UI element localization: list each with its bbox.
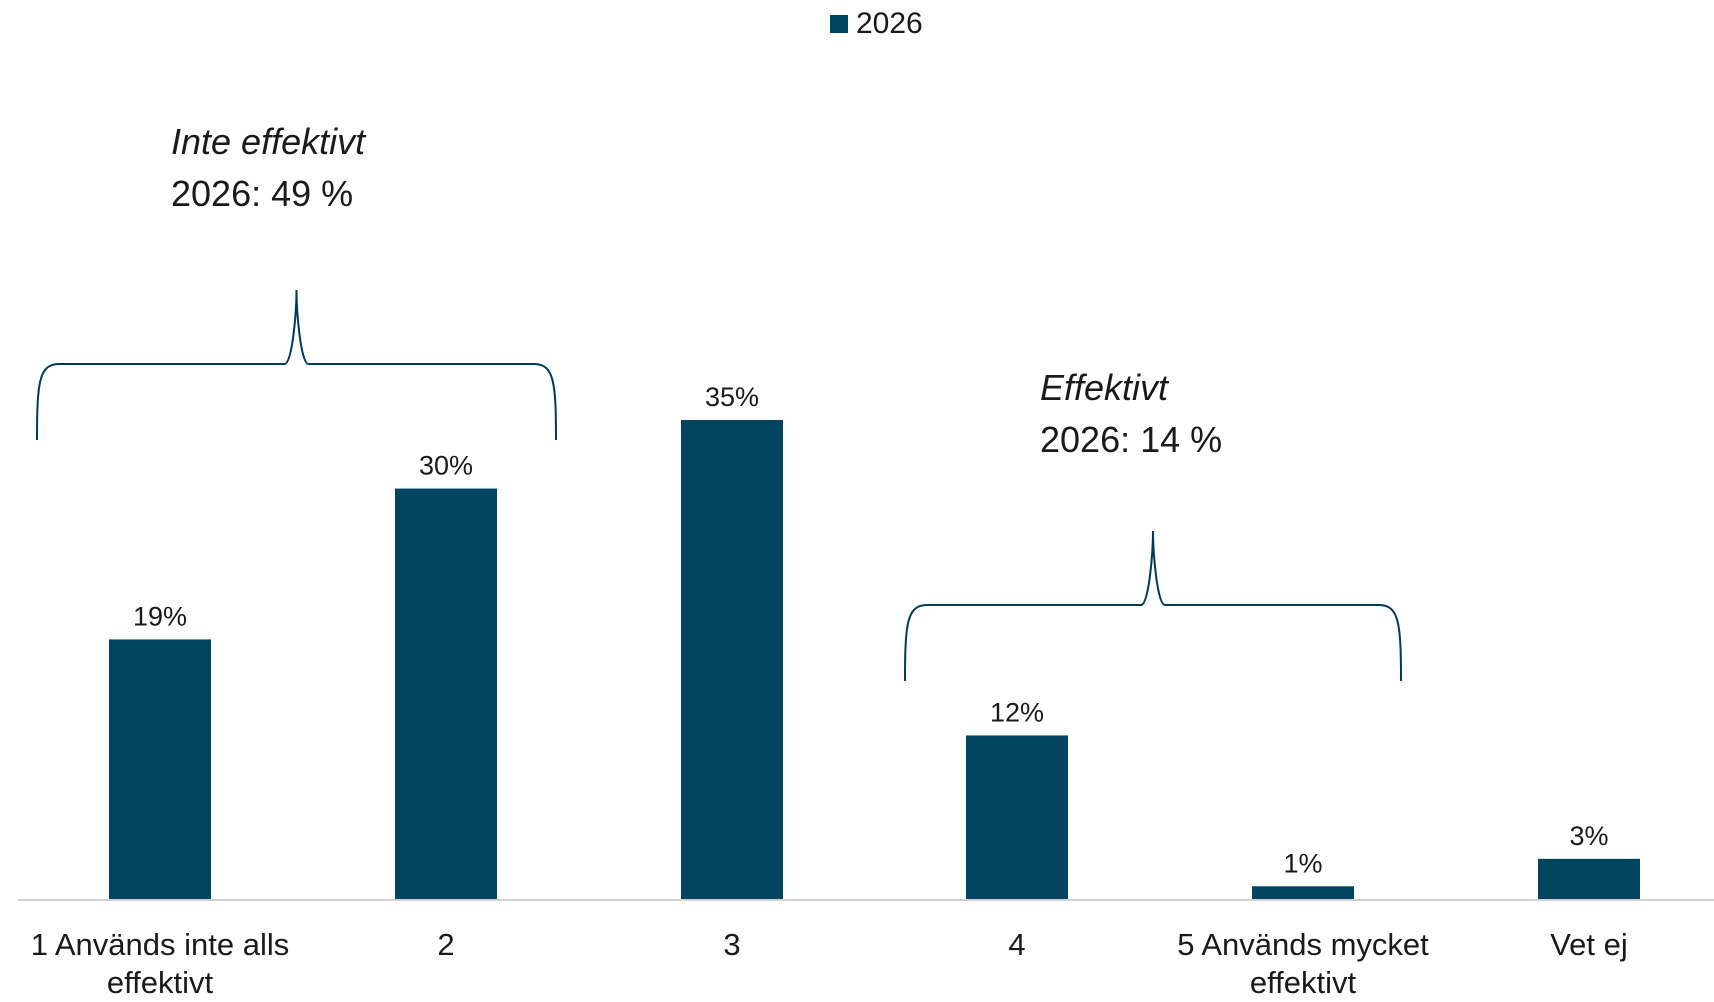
category-label-6: Vet ej (1550, 927, 1628, 962)
bracket-inte-effektivt (36, 289, 557, 441)
value-labels-layer: 19% 30% 35% 12% 1% 3% (133, 382, 1609, 878)
value-label-6: 3% (1569, 821, 1608, 851)
value-label-3: 35% (705, 382, 759, 412)
legend-label: 2026 (856, 7, 923, 40)
category-label-1: 1 Används inte alls effektivt (31, 927, 290, 997)
category-label-5: 5 Används mycket effektivt (1177, 927, 1429, 997)
value-label-2: 30% (419, 451, 473, 481)
annotation-inte-effektivt: Inte effektivt 2026: 49 % (171, 116, 365, 220)
bars-layer (109, 420, 1640, 900)
annotation-effektivt: Effektivt 2026: 14 % (1040, 362, 1222, 466)
annotation-title: Effektivt (1040, 367, 1169, 408)
annotation-value: 2026: 49 % (171, 173, 354, 214)
bar-2 (395, 488, 497, 900)
annotation-title: Inte effektivt (171, 121, 366, 162)
bar-5 (1252, 886, 1354, 900)
value-label-1: 19% (133, 601, 187, 631)
legend: 2026 (830, 4, 923, 44)
value-label-5: 1% (1283, 848, 1322, 878)
category-labels-layer: 1 Används inte alls effektivt 2 3 4 5 Används… (31, 927, 1628, 1000)
annotation-value: 2026: 14 % (1040, 419, 1223, 460)
category-label-4: 4 (1008, 927, 1025, 962)
legend-swatch (830, 15, 848, 33)
brackets-layer (36, 289, 1402, 682)
value-label-4: 12% (990, 697, 1044, 727)
category-label-3: 3 (723, 927, 740, 962)
bar-4 (966, 735, 1068, 900)
bar-6 (1538, 858, 1640, 900)
bar-1 (109, 639, 211, 900)
bar-3 (681, 420, 783, 900)
category-label-2: 2 (437, 927, 454, 962)
bracket-effektivt (904, 530, 1402, 682)
